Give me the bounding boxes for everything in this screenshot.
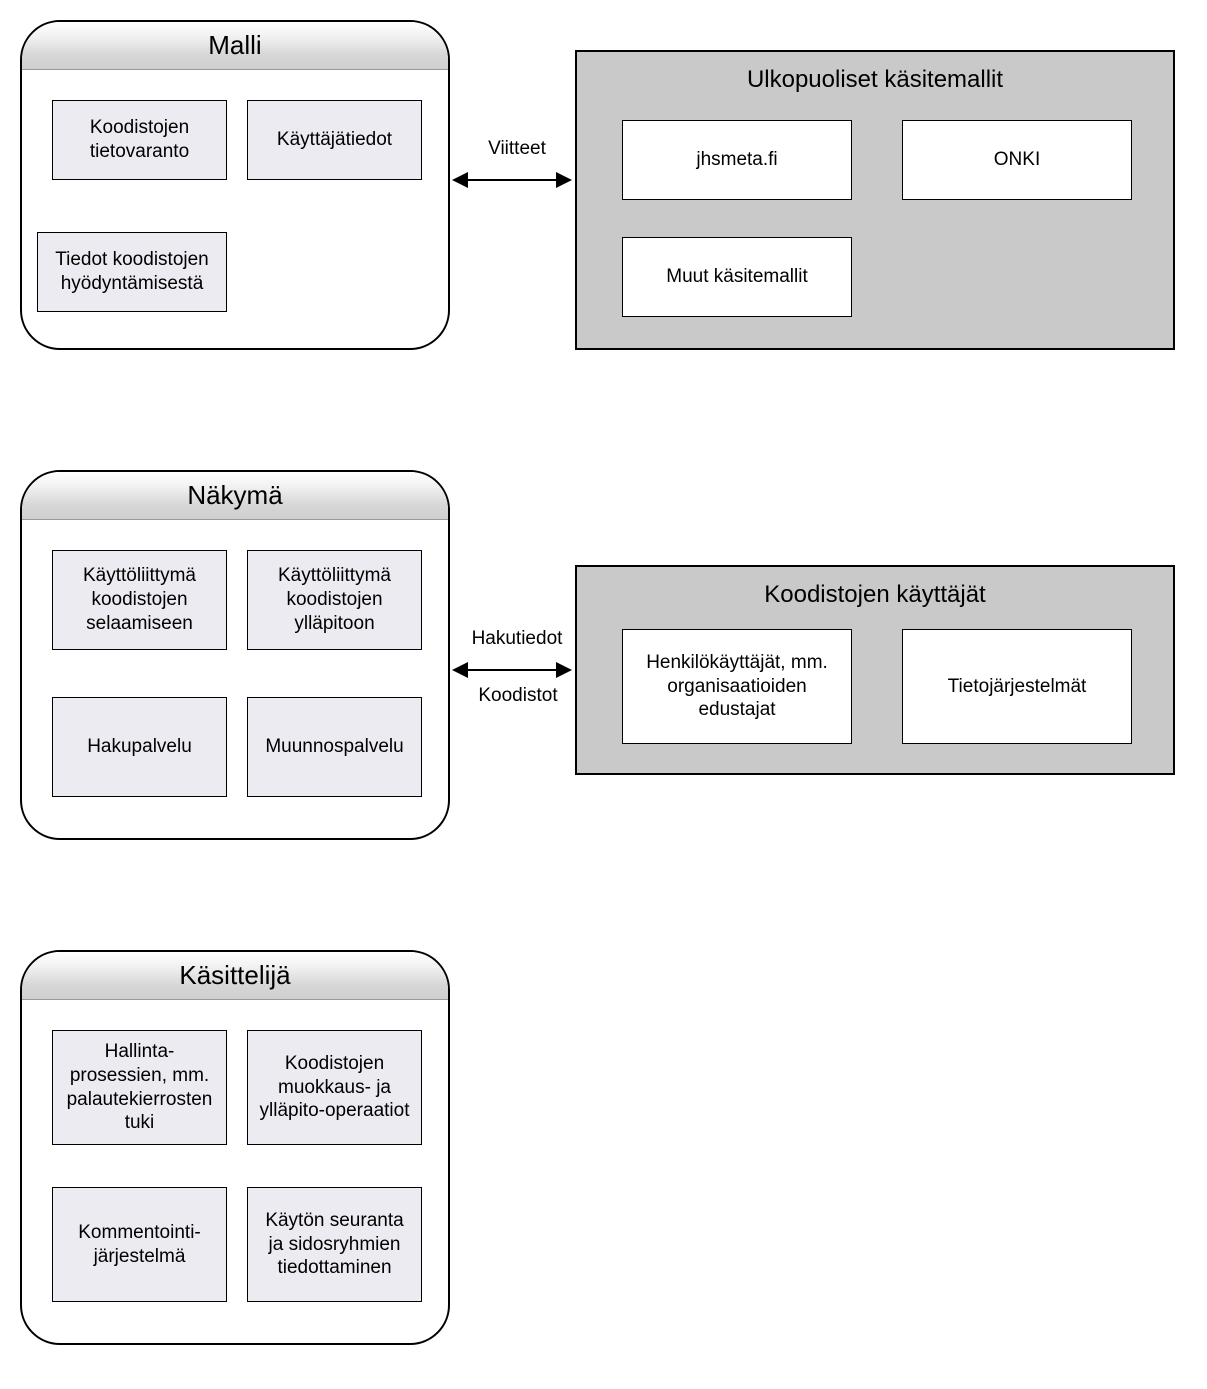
box-jhsmeta: jhsmeta.fi (622, 120, 852, 200)
panel-kayttajat: Koodistojen käyttäjät Henkilökäyttäjät, … (575, 565, 1175, 775)
diagram-canvas: Malli Koodistojen tietovaranto Käyttäjät… (20, 20, 1187, 1369)
panel-malli-title: Malli (22, 22, 448, 70)
panel-kasittelija-title: Käsittelijä (22, 952, 448, 1000)
box-kommentointi: Kommentointi-järjestelmä (52, 1187, 227, 1302)
box-muut-kasitemallit: Muut käsitemallit (622, 237, 852, 317)
panel-nakyma: Näkymä Käyttöliittymä koodistojen selaam… (20, 470, 450, 840)
box-hallintaprosessit: Hallinta-prosessien, mm. palautekierrost… (52, 1030, 227, 1145)
box-tiedot-hyodyntamisesta: Tiedot koodistojen hyödyntämisestä (37, 232, 227, 312)
panel-ulkopuoliset-title: Ulkopuoliset käsitemallit (577, 66, 1173, 94)
box-hakupalvelu: Hakupalvelu (52, 697, 227, 797)
label-hakutiedot: Hakutiedot (462, 628, 572, 650)
panel-kayttajat-title: Koodistojen käyttäjät (577, 581, 1173, 609)
arrow-malli-ulkopuoliset (452, 170, 572, 190)
box-seuranta: Käytön seuranta ja sidosryhmien tiedotta… (247, 1187, 422, 1302)
box-muokkaus-yllapito: Koodistojen muokkaus- ja ylläpito-operaa… (247, 1030, 422, 1145)
box-muunnospalvelu: Muunnospalvelu (247, 697, 422, 797)
box-selaamiseen: Käyttöliittymä koodistojen selaamiseen (52, 550, 227, 650)
box-yllapitoon: Käyttöliittymä koodistojen ylläpitoon (247, 550, 422, 650)
box-kayttajatiedot: Käyttäjätiedot (247, 100, 422, 180)
arrow-nakyma-kayttajat (452, 660, 572, 680)
box-henkilokayttajat: Henkilökäyttäjät, mm. organisaatioiden e… (622, 629, 852, 744)
panel-kasittelija: Käsittelijä Hallinta-prosessien, mm. pal… (20, 950, 450, 1345)
panel-nakyma-title: Näkymä (22, 472, 448, 520)
panel-malli: Malli Koodistojen tietovaranto Käyttäjät… (20, 20, 450, 350)
box-tietojarjestelmat: Tietojärjestelmät (902, 629, 1132, 744)
panel-ulkopuoliset: Ulkopuoliset käsitemallit jhsmeta.fi ONK… (575, 50, 1175, 350)
label-koodistot: Koodistot (468, 685, 568, 707)
label-viitteet: Viitteet (472, 138, 562, 160)
box-onki: ONKI (902, 120, 1132, 200)
box-koodistojen-tietovaranto: Koodistojen tietovaranto (52, 100, 227, 180)
